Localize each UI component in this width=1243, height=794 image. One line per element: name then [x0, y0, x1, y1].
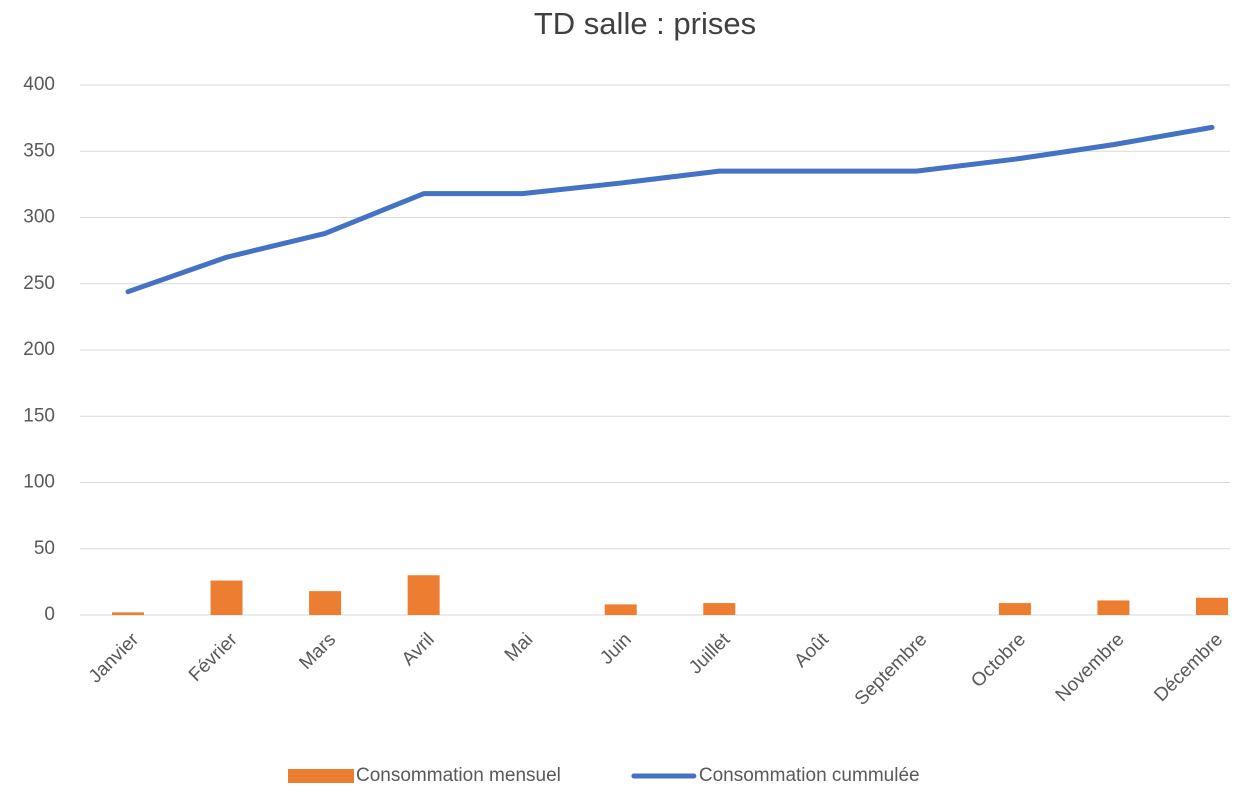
- y-tick-label: 250: [23, 273, 55, 294]
- bar: [703, 603, 736, 615]
- bar: [210, 580, 243, 615]
- x-tick-label: Novembre: [1052, 629, 1129, 706]
- y-tick-label: 300: [23, 207, 55, 228]
- x-tick-label: Octobre: [967, 629, 1030, 692]
- x-tick-label: Février: [185, 629, 242, 686]
- x-tick-label: Juillet: [685, 629, 735, 679]
- x-tick-label: Juin: [596, 629, 635, 668]
- line: [125, 124, 1215, 295]
- bar: [112, 612, 144, 615]
- chart-title: TD salle : prises: [534, 6, 756, 41]
- y-tick-label: 0: [44, 604, 55, 625]
- legend-label: Consommation cummulée: [699, 765, 920, 786]
- legend-label: Consommation mensuel: [356, 765, 561, 786]
- y-tick-label: 50: [34, 538, 55, 559]
- bar: [309, 591, 342, 615]
- x-tick-label: Mars: [295, 629, 340, 674]
- x-tick-label: Septembre: [851, 629, 932, 710]
- y-tick-label: 400: [23, 74, 55, 95]
- y-tick-label: 350: [23, 140, 55, 161]
- legend-swatch: [288, 769, 354, 783]
- y-tick-label: 200: [23, 339, 55, 360]
- bar: [407, 575, 440, 615]
- bar: [1196, 597, 1228, 615]
- bar: [604, 604, 637, 615]
- bar: [1097, 600, 1130, 615]
- bar: [998, 603, 1031, 615]
- y-tick-label: 100: [23, 472, 55, 493]
- x-tick-label: Avril: [398, 629, 439, 670]
- x-tick-label: Décembre: [1150, 629, 1227, 706]
- y-tick-label: 150: [23, 405, 55, 426]
- x-tick-label: Mai: [501, 629, 538, 666]
- x-tick-label: Janvier: [85, 629, 144, 688]
- x-tick-label: Août: [790, 629, 833, 672]
